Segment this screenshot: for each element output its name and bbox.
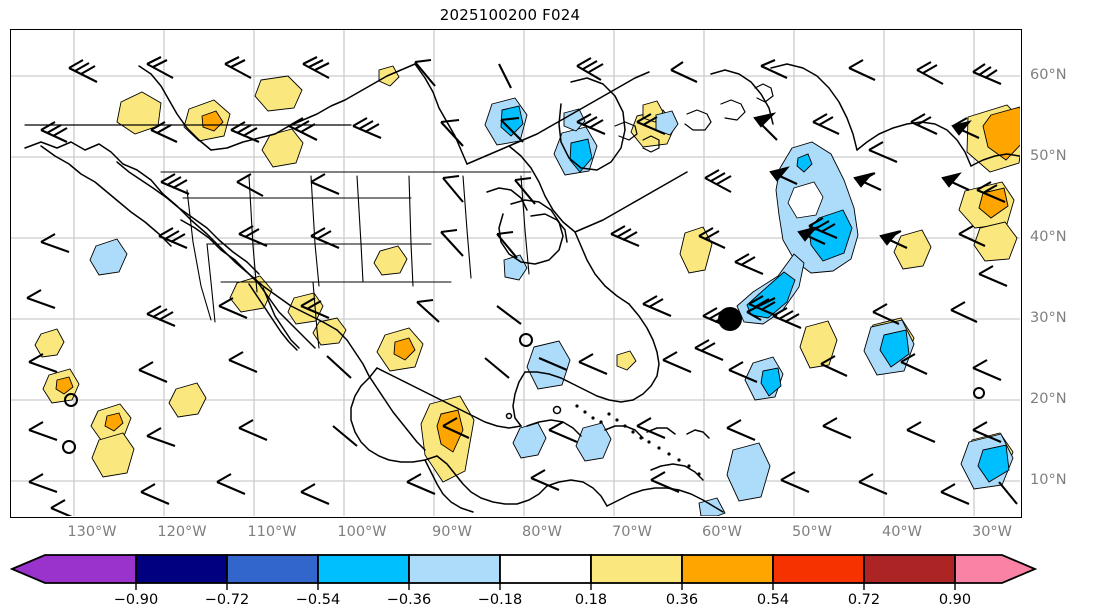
colorbar-tick-label: −0.90 [113,592,159,608]
colorbar-segment [863,554,956,584]
ytick-label: 30°N [1030,310,1067,326]
xtick-label: 70°W [611,524,653,540]
xtick-label: 40°W [881,524,923,540]
ytick-label: 40°N [1030,229,1067,245]
colorbar-segments [9,554,1038,584]
colorbar-tick-label: −0.18 [477,592,523,608]
colorbar-segment [135,554,228,584]
open-circle-markers [62,333,985,454]
xtick-label: 60°W [701,524,743,540]
colorbar-extend-max [954,554,1038,584]
colorbar-tick-label: 0.36 [665,592,699,608]
ytick-label: 20°N [1030,391,1067,407]
ytick-label: 10°N [1030,472,1067,488]
colorbar-segment [408,554,501,584]
wind-barbs [26,56,1018,516]
colorbar[interactable]: −0.90 −0.72 −0.54 −0.36 −0.18 0.18 0.36 … [0,548,1105,615]
page-title: 2025100200 F024 [439,6,581,24]
colorbar-segment [590,554,683,584]
xtick-label: 50°W [791,524,833,540]
xtick-label: 100°W [337,524,387,540]
colorbar-segment [317,554,410,584]
colorbar-segment [226,554,319,584]
colorbar-segment [499,554,592,584]
map-plot-area[interactable] [10,29,1022,518]
colorbar-segment [772,554,865,584]
colorbar-tick-label: −0.36 [386,592,432,608]
colorbar-tick-label: 0.54 [756,592,790,608]
colorbar-tick-label: 0.18 [574,592,608,608]
xtick-label: 110°W [247,524,297,540]
colorbar-tick-label: 0.90 [938,592,972,608]
colorbar-tick-label: −0.72 [204,592,250,608]
colorbar-tick-label: −0.54 [295,592,341,608]
ytick-label: 60°N [1030,67,1067,83]
colorbar-tick-label: 0.72 [847,592,881,608]
ytick-label: 50°N [1030,148,1067,164]
xtick-label: 90°W [431,524,473,540]
xtick-label: 130°W [67,524,117,540]
xtick-label: 30°W [971,524,1013,540]
station-marker[interactable] [718,307,742,331]
colorbar-segment [681,554,774,584]
anomaly-contour-fills [34,65,1020,516]
colorbar-canvas [9,554,1038,590]
colorbar-ticks [135,583,956,590]
xtick-label: 120°W [157,524,207,540]
colorbar-extend-min [9,554,137,584]
xtick-label: 80°W [521,524,563,540]
map-canvas [11,30,1020,516]
